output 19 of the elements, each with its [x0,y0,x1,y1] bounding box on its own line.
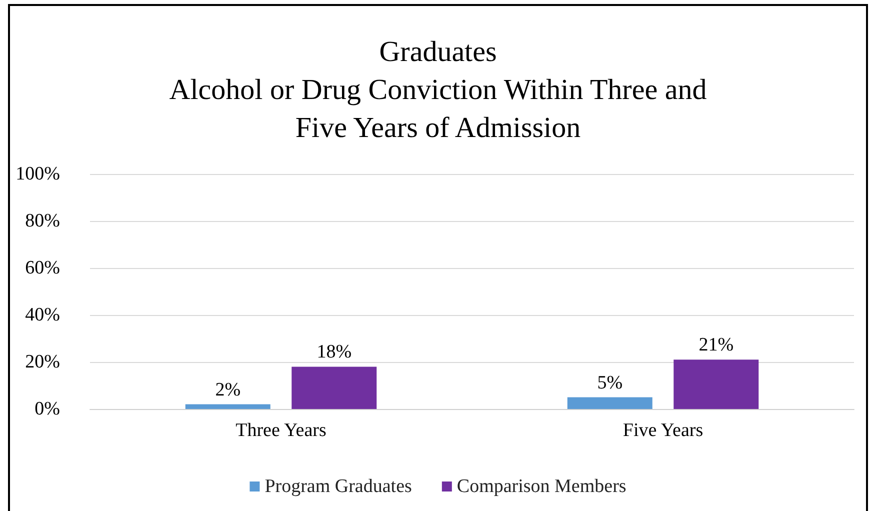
x-tick-label: Five Years [622,420,704,441]
data-label: 2% [215,379,241,400]
x-tick-label: Three Years [236,420,326,441]
y-tick-label: 20% [25,352,60,372]
y-tick-label: 0% [34,398,60,420]
bar [185,404,270,409]
y-tick-label: 40% [25,304,60,326]
bar [567,397,652,409]
data-label: 5% [597,372,623,394]
y-tick-label: 100% [16,164,60,184]
legend-label: Program Graduates [264,476,412,497]
chart-title: Graduates Alcohol or Drug Conviction Within Three and Five Years of Admission [169,36,708,144]
bar [674,360,759,409]
y-tick-label: 60% [25,258,60,278]
data-label: 18% [316,342,352,363]
data-label: 21% [698,334,734,356]
y-tick-label: 80% [25,210,60,232]
bar [292,366,377,409]
legend-label: Comparison Members [456,476,626,497]
